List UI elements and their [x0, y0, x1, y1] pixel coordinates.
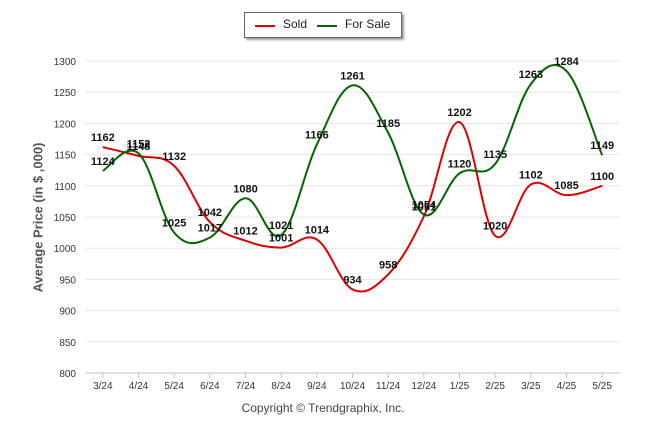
data-label: 1124 [91, 156, 116, 168]
data-label: 1166 [305, 130, 329, 142]
legend-label-for-sale[interactable]: For Sale [345, 17, 391, 31]
data-label: 1152 [127, 138, 151, 150]
data-label: 1080 [233, 183, 257, 195]
data-label: 1120 [448, 158, 472, 170]
x-tick-label: 10/24 [340, 381, 365, 392]
y-tick-label: 950 [59, 275, 76, 286]
data-label: 1017 [198, 223, 222, 235]
data-labels: 1162 1148 1132 1042 1012 1001 1014 934 958 1051 12… [91, 56, 614, 286]
x-tick-label: 4/24 [129, 381, 149, 392]
y-tick-label: 1100 [54, 182, 76, 193]
x-tick-label: 7/24 [236, 381, 256, 392]
series-line-sold [102, 121, 603, 293]
data-label: 1054 [412, 200, 437, 212]
data-label: 1025 [162, 218, 186, 230]
data-label: 1020 [483, 221, 507, 233]
x-tick-label: 12/24 [411, 381, 436, 392]
y-tick-label: 1050 [54, 213, 77, 224]
y-tick-label: 1000 [54, 244, 77, 255]
legend: Sold For Sale [244, 12, 402, 38]
x-tick-label: 3/25 [521, 381, 541, 392]
data-label: 1149 [590, 140, 614, 152]
data-label: 1132 [162, 151, 186, 163]
series-line-for-sale [102, 64, 604, 245]
data-label: 1042 [198, 207, 222, 219]
data-label: 1148 [127, 141, 151, 153]
data-label: 934 [343, 274, 362, 286]
x-tick-label: 6/24 [200, 381, 220, 392]
data-label: 1135 [483, 149, 507, 161]
y-tick-label: 1200 [54, 119, 77, 130]
y-tick-label: 1300 [54, 57, 77, 68]
y-tick-label: 850 [59, 338, 76, 349]
data-label: 1001 [269, 233, 293, 245]
data-label: 958 [379, 259, 397, 271]
x-tick-label: 5/24 [164, 381, 184, 392]
x-tick-label: 11/24 [376, 381, 401, 392]
legend-label-sold[interactable]: Sold [283, 17, 308, 31]
series-lines [102, 64, 604, 293]
data-label: 1185 [376, 118, 400, 130]
grid-lines [85, 60, 620, 374]
x-tick-label: 1/25 [450, 381, 470, 392]
x-tick-label: 9/24 [307, 381, 327, 392]
data-label: 1263 [519, 69, 543, 81]
y-axis-title: Average Price (in $ ,000) [30, 142, 46, 293]
x-tick-label: 4/25 [557, 381, 577, 392]
data-label: 1261 [340, 70, 364, 82]
data-label: 1085 [554, 180, 578, 192]
legend-swatch-sold [255, 25, 275, 27]
y-tick-label: 900 [59, 307, 76, 318]
data-label: 1021 [269, 220, 293, 232]
axes: 800 850 900 950 1000 1050 1100 1150 1200 1250 1300… [54, 57, 620, 392]
legend-swatch-for-sale [317, 25, 337, 27]
data-label: 1202 [447, 107, 471, 119]
data-label: 1102 [519, 170, 543, 182]
data-label: 1162 [91, 132, 115, 144]
y-tick-label: 1250 [54, 88, 77, 99]
data-label: 1100 [590, 171, 614, 183]
x-tick-label: 3/24 [93, 381, 113, 392]
x-tick-label: 8/24 [271, 381, 291, 392]
data-label: 1284 [554, 56, 579, 68]
data-label: 1014 [305, 224, 330, 236]
data-label: 1051 [412, 201, 436, 213]
x-tick-label: 5/25 [592, 381, 612, 392]
y-tick-label: 800 [59, 369, 76, 380]
copyright-footer: Copyright © Trendgraphix, Inc. [241, 401, 405, 415]
x-tick-label: 2/25 [485, 381, 505, 392]
data-label: 1012 [233, 226, 257, 238]
y-tick-label: 1150 [54, 151, 76, 162]
